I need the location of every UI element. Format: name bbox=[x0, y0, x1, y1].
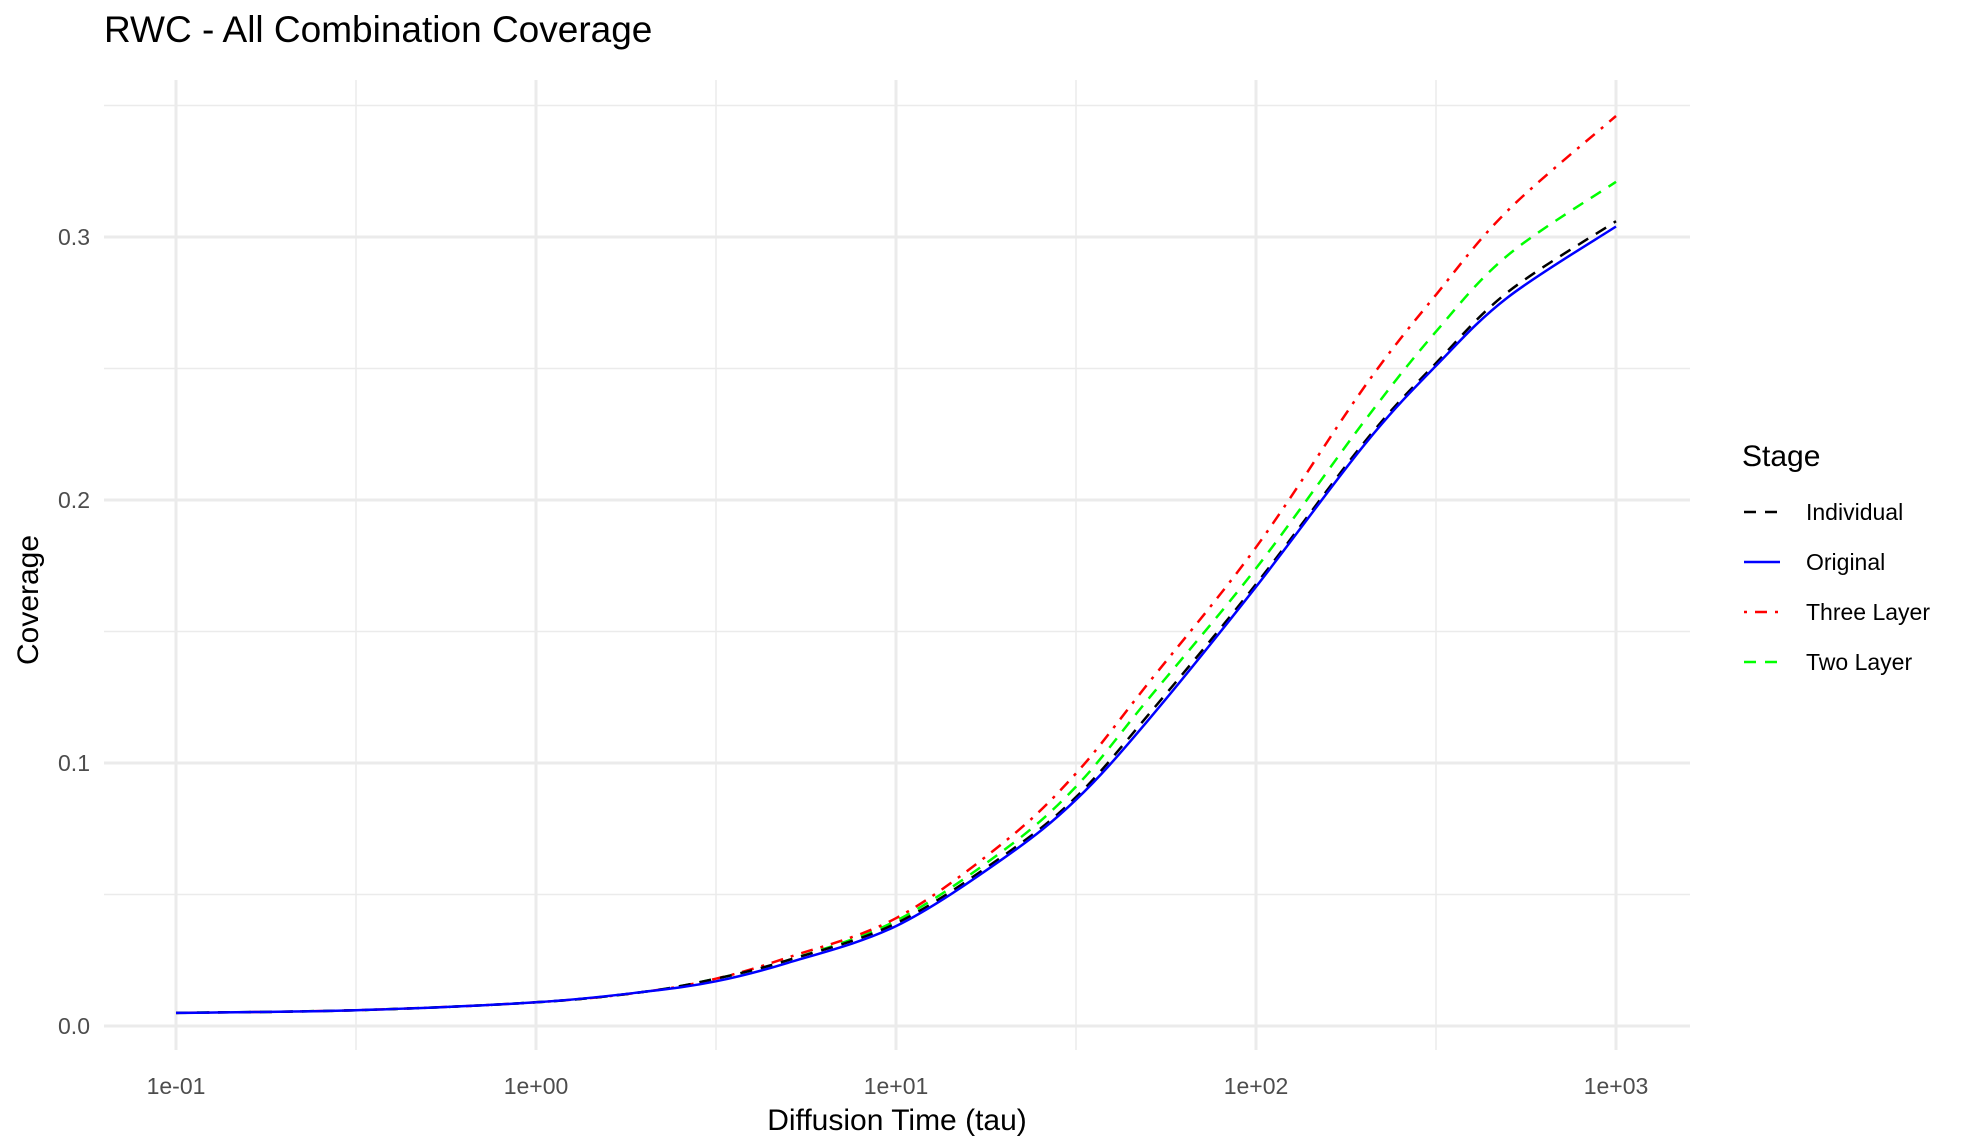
legend-label: Three Layer bbox=[1806, 599, 1930, 625]
y-tick-label: 0.0 bbox=[58, 1013, 90, 1039]
y-tick-label: 0.2 bbox=[58, 487, 90, 513]
grid bbox=[104, 80, 1690, 1050]
axis-ticks: 1e-01 1e+00 1e+01 1e+02 1e+03 0.0 0.1 0.2 0.3 bbox=[58, 224, 1648, 1099]
x-tick-label: 1e-01 bbox=[147, 1073, 206, 1099]
legend: Stage Individual Original Three Layer Two L… bbox=[1742, 440, 1930, 675]
legend-title: Stage bbox=[1742, 440, 1820, 473]
chart-title: RWC - All Combination Coverage bbox=[104, 9, 652, 50]
x-tick-label: 1e+03 bbox=[1584, 1073, 1649, 1099]
y-axis-title: Coverage bbox=[12, 535, 45, 665]
legend-label: Two Layer bbox=[1806, 649, 1912, 675]
series-line-original bbox=[175, 225, 1617, 1015]
legend-label: Original bbox=[1806, 549, 1885, 575]
y-tick-label: 0.1 bbox=[58, 750, 90, 776]
y-tick-label: 0.3 bbox=[58, 224, 90, 250]
series-lines bbox=[175, 115, 1617, 1015]
legend-label: Individual bbox=[1806, 499, 1903, 525]
x-tick-label: 1e+02 bbox=[1224, 1073, 1289, 1099]
x-tick-label: 1e+01 bbox=[864, 1073, 929, 1099]
x-axis-title: Diffusion Time (tau) bbox=[767, 1104, 1027, 1137]
x-tick-label: 1e+00 bbox=[504, 1073, 569, 1099]
